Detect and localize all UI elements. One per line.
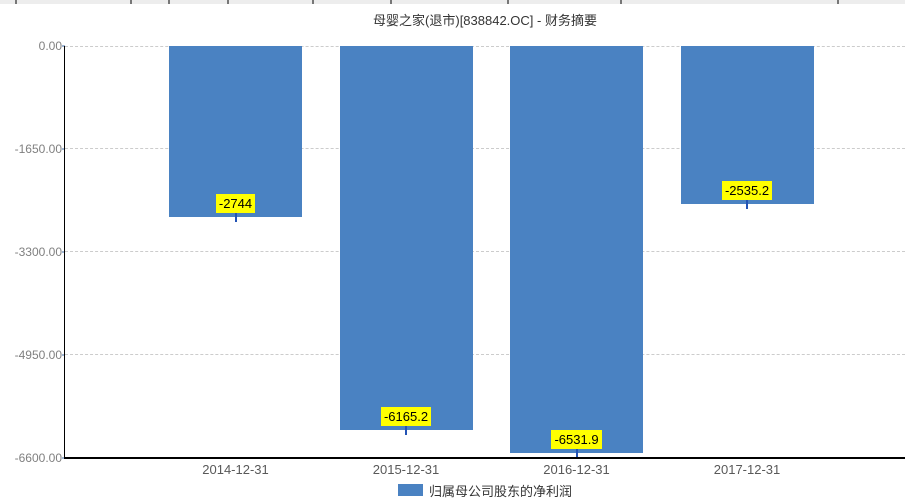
x-axis-tick-label: 2015-12-31 xyxy=(372,461,440,477)
strip-tick xyxy=(620,0,622,4)
strip-tick xyxy=(837,0,839,4)
data-label-2016-12-31: -6531.9 xyxy=(551,430,602,450)
gridline xyxy=(65,148,905,150)
data-label-wrap: -2535.2 xyxy=(677,181,817,201)
x-axis-tick-label: 2017-12-31 xyxy=(713,461,781,477)
y-axis-tick-label: -3300.00 xyxy=(14,244,62,259)
legend-item-net-profit[interactable]: 归属母公司股东的净利润 xyxy=(65,481,905,499)
chart-title: 母婴之家(退市)[838842.OC] - 财务摘要 xyxy=(373,13,597,28)
data-label-connector xyxy=(575,448,578,459)
y-axis-line xyxy=(64,46,65,458)
bar-2016-12-31[interactable] xyxy=(510,46,643,454)
gridline xyxy=(65,251,905,253)
legend-swatch-icon xyxy=(397,484,423,496)
strip-tick xyxy=(130,0,132,4)
data-label-wrap: -2744 xyxy=(166,194,306,214)
strip-tick xyxy=(168,0,170,4)
data-label-2014-12-31: -2744 xyxy=(215,194,256,214)
cropped-header-strip xyxy=(0,0,905,4)
y-axis-tick-label: -1650.00 xyxy=(14,141,62,156)
strip-tick xyxy=(227,0,229,4)
data-label-connector xyxy=(405,425,407,436)
strip-tick xyxy=(15,0,17,4)
strip-tick xyxy=(507,0,509,4)
y-axis-tick-mark xyxy=(62,353,65,356)
x-axis-line xyxy=(64,456,905,459)
y-axis-tick-mark xyxy=(62,45,65,47)
bar-2014-12-31[interactable] xyxy=(169,46,302,218)
y-axis-tick-label: -6600.00 xyxy=(14,450,62,465)
y-axis-tick-mark xyxy=(62,456,65,459)
y-axis-tick-mark xyxy=(62,147,65,150)
legend-label: 归属母公司股东的净利润 xyxy=(428,483,572,499)
data-label-2017-12-31: -2535.2 xyxy=(721,181,773,201)
strip-tick xyxy=(312,0,314,4)
x-axis-tick-label: 2016-12-31 xyxy=(543,461,610,477)
y-axis-tick-label: 0.00 xyxy=(38,39,62,53)
x-axis-tick-label: 2014-12-31 xyxy=(202,461,269,477)
data-label-2015-12-31: -6165.2 xyxy=(380,407,432,427)
data-label-wrap: -6165.2 xyxy=(336,407,476,427)
data-label-connector xyxy=(746,199,748,210)
data-label-wrap: -6531.9 xyxy=(507,430,647,450)
y-axis-tick-label: -4950.00 xyxy=(14,347,62,362)
bar-2015-12-31[interactable] xyxy=(339,46,473,431)
y-axis-tick-mark xyxy=(62,250,65,253)
bar-2017-12-31[interactable] xyxy=(680,46,814,205)
strip-tick xyxy=(390,0,392,4)
gridline xyxy=(65,45,905,47)
data-label-connector xyxy=(234,212,237,223)
gridline xyxy=(65,354,905,356)
